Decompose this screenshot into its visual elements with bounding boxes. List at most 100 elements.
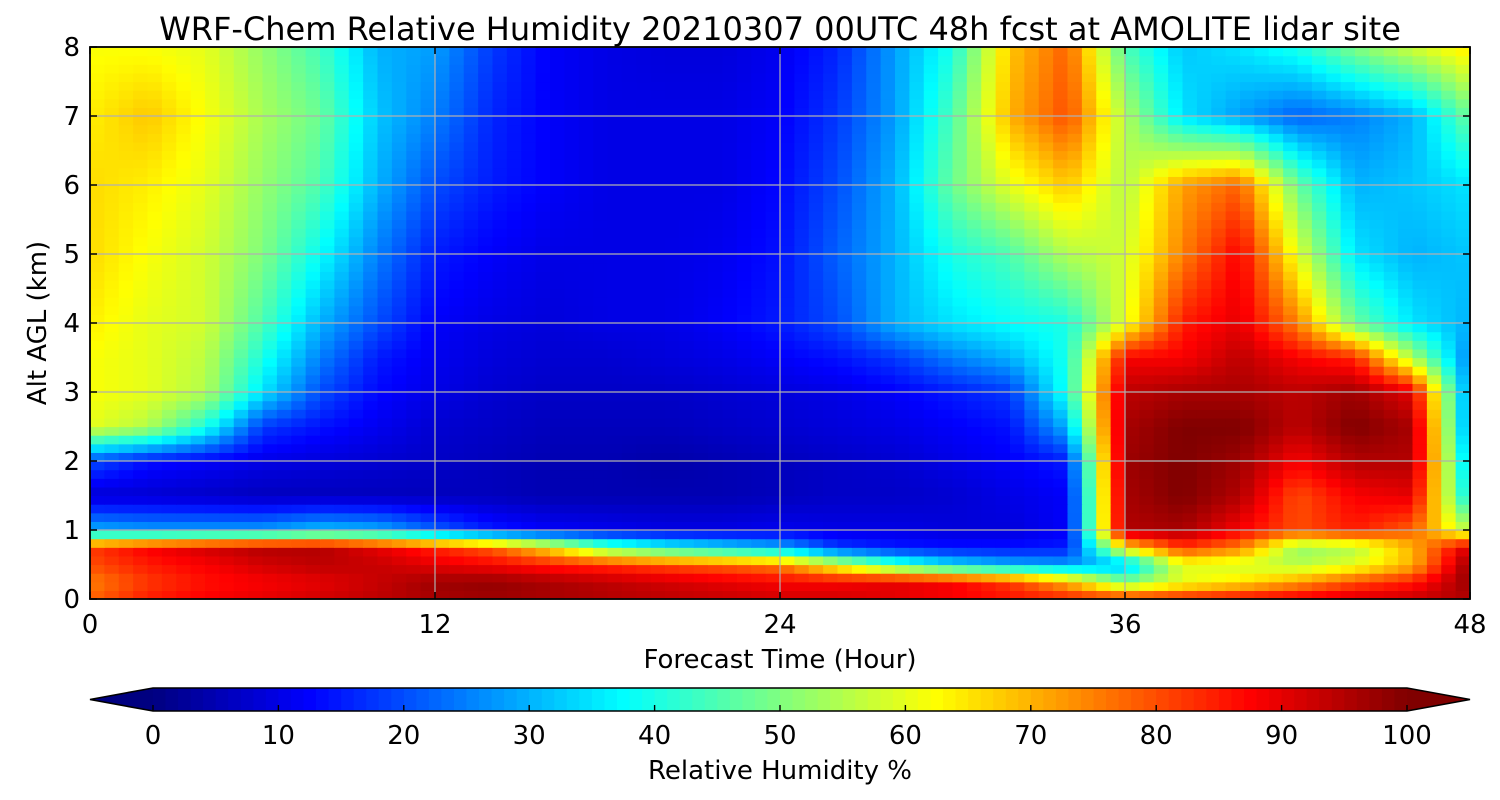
heatmap-cell bbox=[794, 236, 810, 246]
heatmap-cell bbox=[219, 236, 235, 246]
heatmap-cell bbox=[118, 176, 134, 186]
heatmap-cell bbox=[463, 323, 479, 333]
heatmap-cell bbox=[1053, 288, 1069, 298]
heatmap-cell bbox=[377, 469, 393, 479]
heatmap-cell bbox=[1168, 236, 1184, 246]
heatmap-cell bbox=[1139, 581, 1155, 591]
heatmap-cell bbox=[449, 461, 465, 471]
heatmap-cell bbox=[147, 202, 163, 212]
heatmap-cell bbox=[320, 452, 335, 462]
heatmap-cell bbox=[90, 348, 105, 359]
heatmap-cell bbox=[190, 348, 206, 359]
heatmap-cell bbox=[190, 590, 206, 600]
heatmap-cell bbox=[219, 504, 235, 514]
heatmap-cell bbox=[406, 555, 422, 566]
heatmap-cell bbox=[535, 452, 551, 462]
heatmap-cell bbox=[751, 400, 767, 410]
heatmap-cell bbox=[133, 202, 149, 212]
heatmap-cell bbox=[334, 245, 350, 255]
heatmap-cell bbox=[550, 461, 565, 471]
heatmap-cell bbox=[650, 495, 666, 505]
heatmap-cell bbox=[851, 305, 867, 315]
heatmap-cell bbox=[650, 279, 666, 290]
heatmap-cell bbox=[1153, 331, 1169, 341]
heatmap-cell bbox=[1455, 279, 1471, 290]
heatmap-cell bbox=[420, 202, 436, 212]
heatmap-cell bbox=[851, 159, 867, 169]
heatmap-cell bbox=[147, 366, 163, 376]
heatmap-cell bbox=[1268, 176, 1284, 186]
heatmap-cell bbox=[348, 176, 364, 186]
heatmap-cell bbox=[722, 331, 738, 341]
heatmap-cell bbox=[276, 176, 292, 186]
heatmap-cell bbox=[1182, 555, 1198, 566]
heatmap-cell bbox=[205, 366, 220, 376]
heatmap-cell bbox=[1340, 262, 1356, 272]
heatmap-cell bbox=[1355, 581, 1370, 591]
heatmap-cell bbox=[233, 538, 249, 548]
heatmap-cell bbox=[248, 254, 264, 264]
heatmap-cell bbox=[377, 297, 393, 307]
heatmap-cell bbox=[492, 564, 508, 574]
heatmap-cell bbox=[650, 392, 666, 402]
heatmap-cell bbox=[593, 495, 609, 505]
heatmap-cell bbox=[952, 538, 968, 548]
heatmap-cell bbox=[1211, 547, 1227, 557]
heatmap-cell bbox=[909, 478, 925, 488]
heatmap-cell bbox=[923, 305, 939, 315]
heatmap-cell bbox=[492, 185, 508, 195]
heatmap-cell bbox=[808, 176, 824, 186]
heatmap-cell bbox=[1355, 228, 1370, 238]
heatmap-cell bbox=[1125, 581, 1140, 591]
heatmap-cell bbox=[521, 383, 537, 393]
heatmap-cell bbox=[535, 348, 551, 359]
heatmap-cell bbox=[219, 426, 235, 436]
heatmap-cell bbox=[1168, 228, 1184, 238]
heatmap-cell bbox=[463, 219, 479, 229]
heatmap-cell bbox=[1024, 530, 1040, 540]
heatmap-cell bbox=[1125, 512, 1140, 522]
heatmap-cell bbox=[291, 236, 307, 246]
heatmap-cell bbox=[406, 564, 422, 574]
heatmap-cell bbox=[621, 357, 637, 367]
heatmap-cell bbox=[909, 193, 925, 203]
heatmap-cell bbox=[1024, 486, 1040, 497]
heatmap-cell bbox=[118, 305, 134, 315]
heatmap-cell bbox=[1125, 564, 1140, 574]
heatmap-cell bbox=[765, 573, 781, 583]
heatmap-cell bbox=[1139, 495, 1155, 505]
heatmap-cell bbox=[248, 469, 264, 479]
heatmap-cell bbox=[406, 521, 422, 531]
heatmap-cell bbox=[909, 185, 925, 195]
heatmap-cell bbox=[219, 538, 235, 548]
heatmap-cell bbox=[1283, 426, 1299, 436]
heatmap-cell bbox=[1053, 245, 1069, 255]
heatmap-cell bbox=[1038, 495, 1054, 505]
heatmap-cell bbox=[190, 435, 206, 445]
heatmap-cell bbox=[851, 538, 867, 548]
heatmap-cell bbox=[1311, 417, 1327, 428]
heatmap-cell bbox=[995, 305, 1011, 315]
heatmap-cell bbox=[1125, 167, 1140, 177]
heatmap-cell bbox=[535, 323, 551, 333]
heatmap-cell bbox=[1340, 176, 1356, 186]
heatmap-cell bbox=[751, 573, 767, 583]
heatmap-cell bbox=[521, 254, 537, 264]
heatmap-cell bbox=[1053, 150, 1069, 160]
heatmap-cell bbox=[435, 305, 450, 315]
heatmap-cell bbox=[636, 409, 652, 419]
heatmap-cell bbox=[1081, 547, 1097, 557]
heatmap-cell bbox=[276, 254, 292, 264]
heatmap-cell bbox=[851, 383, 867, 393]
heatmap-cell bbox=[435, 340, 450, 350]
heatmap-cell bbox=[334, 236, 350, 246]
heatmap-cell bbox=[866, 262, 882, 272]
heatmap-cell bbox=[736, 573, 752, 583]
heatmap-cell bbox=[348, 314, 364, 324]
heatmap-cell bbox=[320, 297, 335, 307]
heatmap-cell bbox=[1196, 288, 1212, 298]
heatmap-cell bbox=[952, 400, 968, 410]
heatmap-cell bbox=[161, 573, 177, 583]
heatmap-cell bbox=[104, 141, 120, 152]
heatmap-cell bbox=[708, 357, 724, 367]
